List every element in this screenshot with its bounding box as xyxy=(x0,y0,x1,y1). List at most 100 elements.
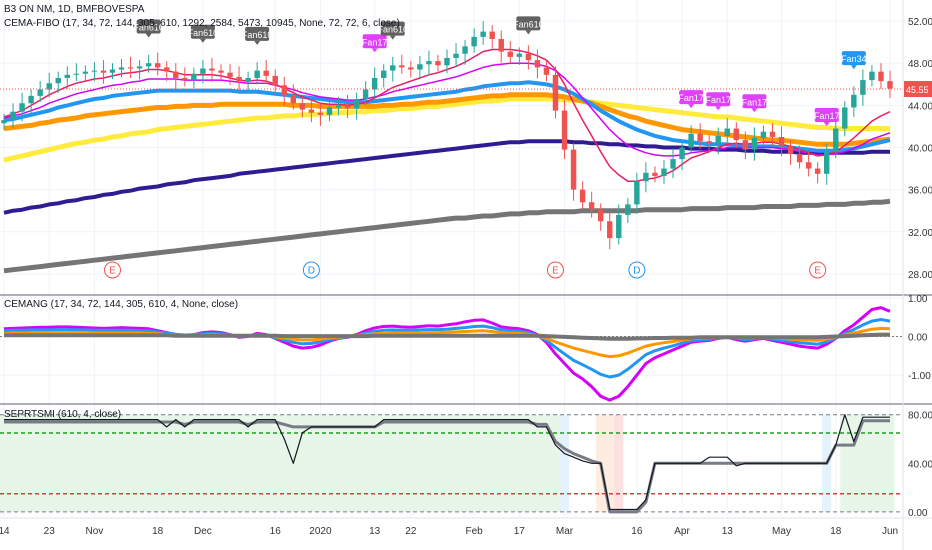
candle xyxy=(842,101,848,137)
event-marker: E xyxy=(103,261,121,279)
candle xyxy=(643,162,649,193)
candle xyxy=(444,49,450,74)
candle xyxy=(109,63,116,80)
fan-marker: Fan610 xyxy=(377,21,408,40)
time-tick-label: Apr xyxy=(674,526,690,537)
fan-marker-pointer xyxy=(751,108,758,113)
candle xyxy=(805,151,812,177)
event-letter: E xyxy=(552,266,559,277)
candle-body xyxy=(814,168,821,174)
candle-body xyxy=(670,159,676,169)
symbol-title[interactable]: B3 ON NM, 1D, BMFBOVESPA xyxy=(4,4,145,15)
candle-body xyxy=(796,153,803,163)
fan-marker: Fan17 xyxy=(678,90,704,109)
candle-body xyxy=(607,221,613,239)
candle-body xyxy=(570,149,577,190)
candle xyxy=(634,172,640,214)
candle-body xyxy=(625,204,631,215)
candle xyxy=(796,145,803,169)
candle-body xyxy=(64,74,70,78)
candle-body xyxy=(552,74,559,111)
candle xyxy=(670,148,676,179)
candle-body xyxy=(860,80,866,95)
study-cemang-label[interactable]: CEMANG (17, 34, 72, 144, 305, 610, 4, No… xyxy=(4,299,238,310)
candle-body xyxy=(760,131,767,139)
time-tick-label: Feb xyxy=(466,526,484,537)
candle-body xyxy=(317,112,324,115)
candle xyxy=(371,67,378,98)
candle-body xyxy=(371,77,378,90)
time-tick-label: 14 xyxy=(0,526,10,537)
candle xyxy=(245,71,251,93)
candle xyxy=(164,61,170,82)
time-tick-label: Jun xyxy=(882,526,898,537)
time-tick-label: Mar xyxy=(556,526,574,537)
candle xyxy=(733,122,740,149)
candle-body xyxy=(471,36,477,47)
fan-marker-label: Fan610 xyxy=(242,30,273,40)
event-letter: E xyxy=(814,266,821,277)
candle-body xyxy=(154,63,161,68)
candle-body xyxy=(724,128,730,136)
candle xyxy=(534,49,541,79)
fan-marker: Fan610 xyxy=(242,26,273,45)
fan-marker-box xyxy=(742,94,767,109)
candle-body xyxy=(254,70,260,78)
candle-body xyxy=(164,67,170,72)
candle xyxy=(588,191,595,218)
sep-band xyxy=(614,414,624,512)
current-price-badge xyxy=(904,81,932,98)
fan-marker-box xyxy=(190,24,215,39)
fan-marker-label: Fan17 xyxy=(814,111,840,121)
event-marker: D xyxy=(628,261,646,279)
time-tick-label: May xyxy=(772,526,791,537)
candle-body xyxy=(733,128,740,141)
candle-body xyxy=(616,214,622,239)
fan-marker-pointer xyxy=(145,33,152,38)
candle-body xyxy=(145,63,152,67)
candle-body xyxy=(489,31,495,39)
candle xyxy=(471,28,477,53)
fan-marker-pointer xyxy=(688,104,695,109)
candle xyxy=(607,212,613,250)
candle xyxy=(326,101,333,122)
candle-body xyxy=(787,146,794,154)
study-cema-fibo-label[interactable]: CEMA-FIBO (17, 34, 72, 144, 305, 610, 12… xyxy=(4,18,400,29)
candle-body xyxy=(833,128,839,152)
fan-marker-box xyxy=(679,90,704,105)
event-letter: E xyxy=(109,266,116,277)
fan-marker: Fan610 xyxy=(513,16,544,35)
candle-body xyxy=(308,109,315,113)
candle-body xyxy=(842,107,848,129)
candle xyxy=(1,113,7,130)
price-tick-label: 28.00 xyxy=(908,270,932,281)
candle-body xyxy=(453,53,459,58)
candle-body xyxy=(498,38,504,52)
candle-body xyxy=(805,162,812,169)
candle-body xyxy=(335,105,342,108)
candle xyxy=(299,96,306,118)
fan-markers: Fan610 Fan610 Fan610 Fan17 Fan610 Fan610 Fan17… xyxy=(133,16,867,126)
time-tick-label: 22 xyxy=(405,526,417,537)
fan-marker-label: Fan610 xyxy=(133,23,164,33)
fan-marker-box xyxy=(706,92,731,107)
event-circle xyxy=(628,261,646,279)
cemang-series-144 xyxy=(4,326,891,359)
candle xyxy=(570,143,577,201)
candle xyxy=(814,162,821,184)
candle xyxy=(317,102,324,126)
candle-body xyxy=(136,66,143,69)
current-price-line: 45.55 xyxy=(0,81,932,98)
candle-body xyxy=(245,77,251,82)
candle xyxy=(851,86,857,117)
fan-marker: Fan17 xyxy=(362,34,387,53)
candle xyxy=(353,92,360,120)
fan-marker-pointer xyxy=(715,106,722,111)
candle-body xyxy=(652,172,658,176)
fan-marker-label: Fan17 xyxy=(678,93,704,103)
candle xyxy=(507,41,513,64)
study-seprtsmi-label[interactable]: SEPRTSMI (610, 4, close) xyxy=(4,409,121,420)
candle-body xyxy=(597,209,604,222)
